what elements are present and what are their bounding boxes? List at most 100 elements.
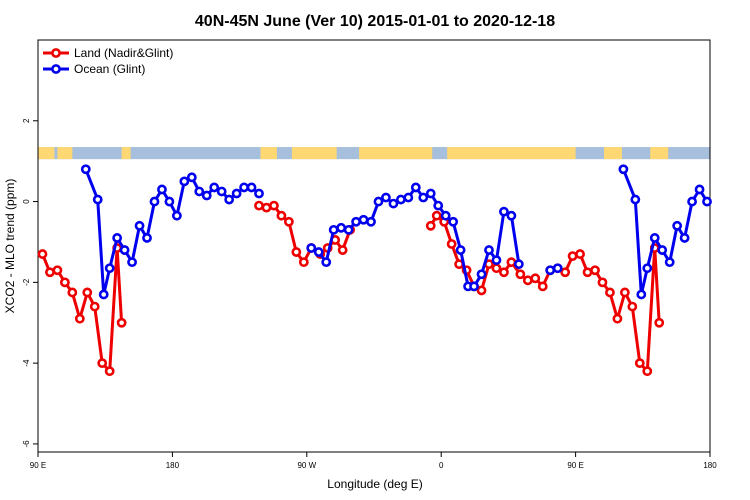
data-point xyxy=(627,301,638,312)
data-point xyxy=(45,267,55,278)
data-point xyxy=(567,251,578,261)
data-point xyxy=(328,224,339,235)
axes: 90 E 180 90 W 0 90 E 180 -6 -4 -2 0 2 xyxy=(22,118,717,470)
data-point xyxy=(246,182,257,193)
data-point xyxy=(446,239,457,249)
legend-label: Ocean (Glint) xyxy=(74,62,145,76)
data-point xyxy=(388,198,399,209)
data-point xyxy=(418,192,429,203)
data-point xyxy=(224,194,235,205)
series-layer xyxy=(37,164,712,377)
data-point xyxy=(425,188,436,199)
data-point xyxy=(634,358,645,369)
land-band xyxy=(121,147,131,160)
x-tick-label: 90 W xyxy=(297,461,316,470)
land-band xyxy=(57,147,73,160)
legend: Land (Nadir&Glint) Ocean (Glint) xyxy=(43,46,173,76)
data-point xyxy=(92,194,103,205)
data-point xyxy=(455,245,466,255)
data-point xyxy=(431,210,442,221)
data-point xyxy=(104,263,115,274)
data-point xyxy=(395,194,406,205)
land-band xyxy=(650,147,669,160)
data-point xyxy=(448,216,459,227)
series-line xyxy=(258,204,352,264)
data-point xyxy=(201,190,212,201)
data-point xyxy=(590,265,600,276)
data-point xyxy=(605,287,615,298)
y-tick-label: -4 xyxy=(22,359,31,367)
data-point xyxy=(672,220,683,231)
data-point xyxy=(269,200,279,211)
series-land xyxy=(37,200,665,377)
y-tick-label: 2 xyxy=(22,118,31,123)
data-point xyxy=(119,245,130,255)
data-point xyxy=(164,196,175,207)
data-point xyxy=(216,186,227,197)
data-point xyxy=(630,194,641,205)
data-point xyxy=(351,216,361,227)
data-point xyxy=(104,366,115,377)
series-line xyxy=(84,168,260,296)
data-point xyxy=(261,202,272,213)
data-point xyxy=(612,313,623,324)
land-band xyxy=(260,147,277,160)
data-point xyxy=(530,273,541,284)
land-band xyxy=(447,147,576,160)
data-point xyxy=(97,358,108,369)
data-point xyxy=(116,317,127,328)
data-point xyxy=(254,188,264,199)
data-point xyxy=(476,269,487,280)
series-line xyxy=(622,168,709,296)
land-band xyxy=(38,147,55,160)
legend-swatch-marker xyxy=(51,48,61,58)
legend-label: Land (Nadir&Glint) xyxy=(74,46,173,60)
data-point xyxy=(687,196,697,207)
data-point xyxy=(560,267,571,278)
data-point xyxy=(337,245,348,255)
data-point xyxy=(209,182,220,193)
data-point xyxy=(425,220,436,231)
data-point xyxy=(433,200,444,211)
land-ocean-strip xyxy=(38,147,710,160)
data-point xyxy=(291,247,302,257)
data-point xyxy=(636,289,647,300)
x-tick-label: 180 xyxy=(166,461,180,470)
data-point xyxy=(575,249,585,259)
data-point xyxy=(194,186,205,197)
data-point xyxy=(358,214,369,225)
data-point xyxy=(254,200,264,211)
data-point xyxy=(506,210,517,221)
data-point xyxy=(694,184,705,195)
data-point xyxy=(276,210,287,221)
data-point xyxy=(664,257,675,268)
x-axis-label: Longitude (deg E) xyxy=(327,477,422,491)
data-point xyxy=(67,287,78,298)
data-point xyxy=(157,184,167,195)
data-point xyxy=(403,192,414,203)
data-point xyxy=(515,269,526,280)
data-point xyxy=(134,220,145,231)
data-point xyxy=(476,285,487,296)
data-point xyxy=(74,313,85,324)
data-point xyxy=(657,245,668,255)
data-point xyxy=(142,233,152,243)
data-point xyxy=(336,222,347,233)
data-point xyxy=(239,182,249,193)
data-point xyxy=(321,257,332,268)
x-tick-label: 90 E xyxy=(30,461,46,470)
data-point xyxy=(499,206,509,217)
data-point xyxy=(313,247,324,257)
data-point xyxy=(89,301,100,312)
data-point xyxy=(98,289,109,300)
data-point xyxy=(618,164,629,175)
y-axis-label: XCO2 - MLO trend (ppm) xyxy=(3,179,17,314)
data-point xyxy=(410,182,421,193)
data-point xyxy=(298,257,309,268)
data-point xyxy=(343,224,354,235)
data-point xyxy=(597,277,608,288)
data-point xyxy=(149,196,160,207)
data-point xyxy=(283,216,294,227)
data-point xyxy=(186,172,197,183)
